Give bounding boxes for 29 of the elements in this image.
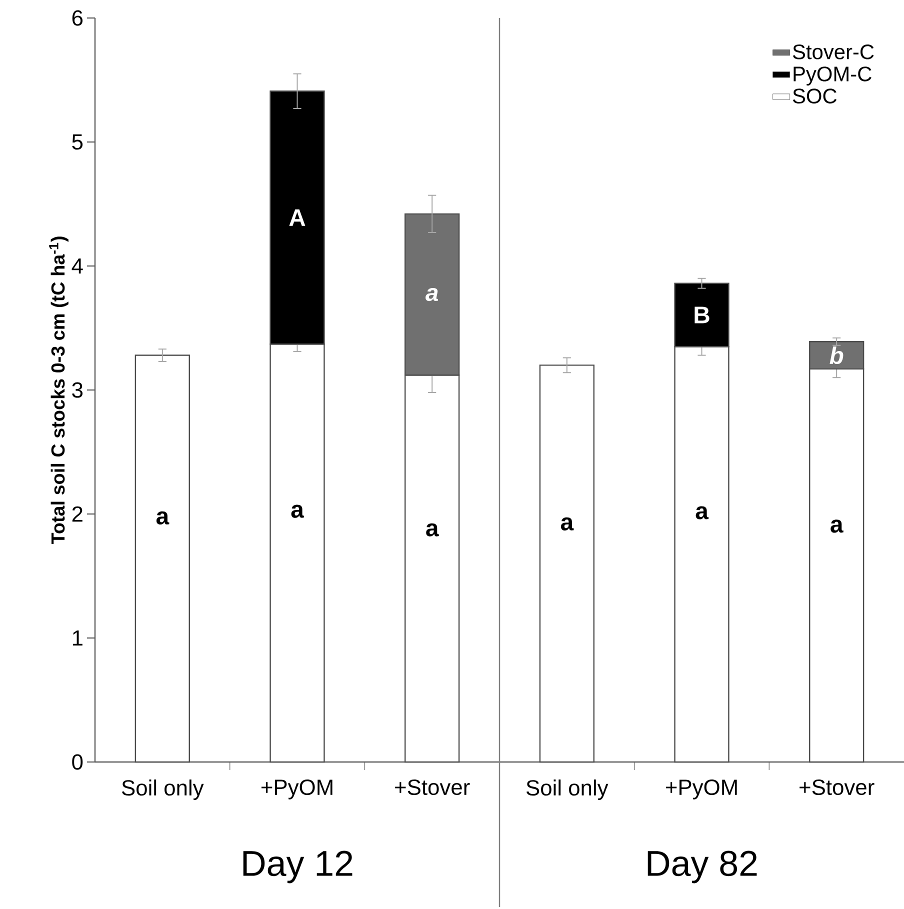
data-label: a <box>426 523 439 536</box>
legend-label: SOC <box>792 88 837 104</box>
data-label: A <box>289 209 306 226</box>
text: Day 82 <box>648 850 757 884</box>
x-tick-label: Soil only <box>526 780 608 800</box>
y-tick-label: 1 <box>72 630 82 646</box>
y-tick-label: 0 <box>72 754 83 770</box>
data-label: a <box>291 504 304 518</box>
data-label: a <box>156 511 170 525</box>
y-axis-title: Total soil C stocks 0-3 cm (tC ha$^{-1}$) <box>49 236 68 544</box>
x-tick-label: +PyOM <box>666 780 737 800</box>
legend-label: Stover-C <box>792 44 874 60</box>
y-tick-label: 4 <box>72 258 83 274</box>
x-tick-label: +Stover <box>395 780 470 796</box>
data-label: B <box>694 306 710 324</box>
data-label: a <box>560 517 574 530</box>
x-tick-label: Soil only <box>122 780 204 800</box>
data-label: a <box>696 506 709 520</box>
data-label: b <box>830 346 844 364</box>
y-tick-label: 5 <box>72 134 83 150</box>
data-label: a <box>426 288 438 302</box>
y-tick-label: 3 <box>72 382 83 398</box>
x-tick-label: +Stover <box>800 780 874 796</box>
x-tick-label: +PyOM <box>261 780 332 800</box>
legend-label: PyOM-C <box>794 66 872 86</box>
data-label: a <box>830 520 844 533</box>
text: Day 12 <box>243 850 352 884</box>
y-tick-label: 2 <box>72 506 82 522</box>
y-tick-label: 6 <box>72 10 83 26</box>
